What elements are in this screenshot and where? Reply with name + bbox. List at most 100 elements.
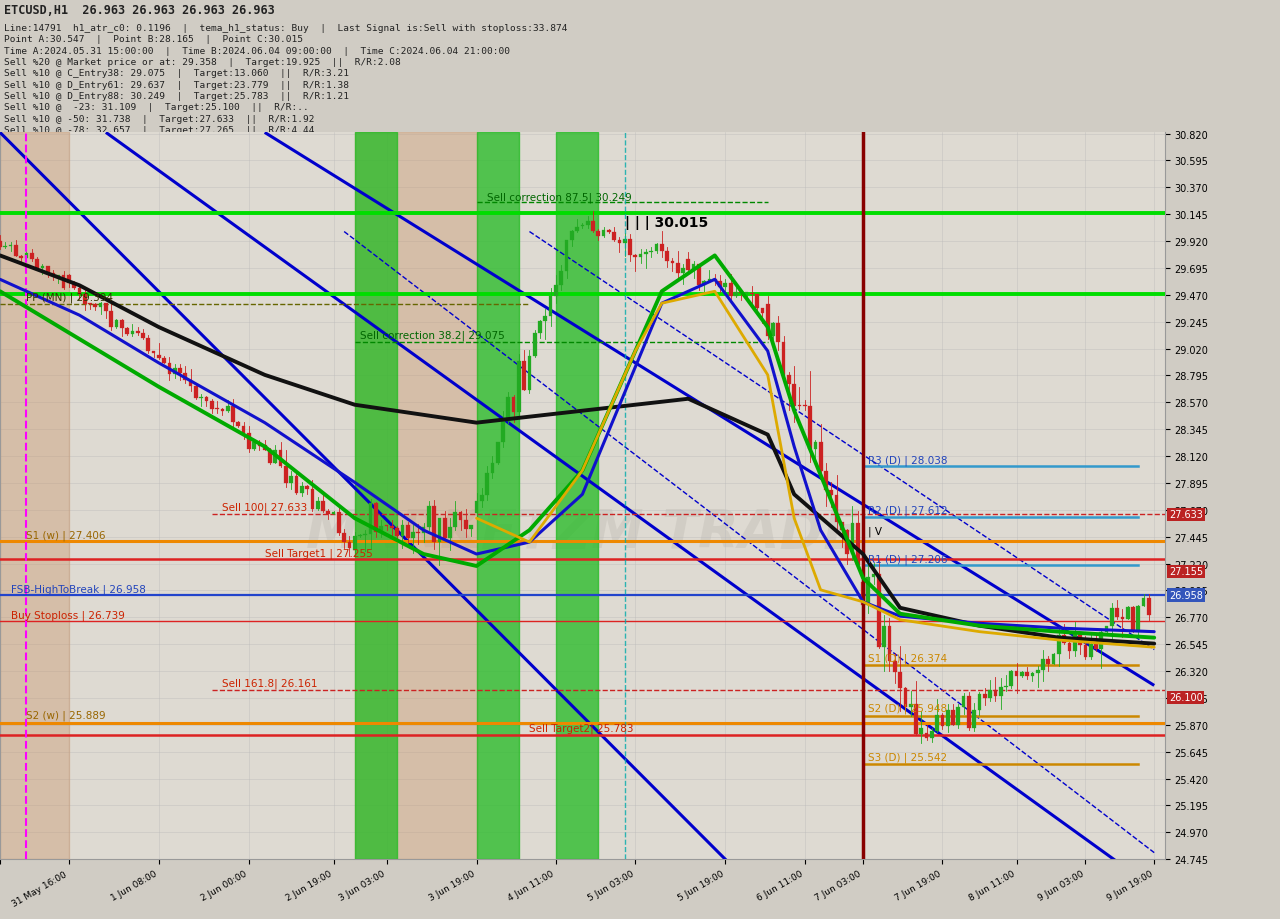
Bar: [358, 536, 362, 537]
Bar: [406, 526, 410, 538]
Bar: [1089, 645, 1093, 657]
Bar: [829, 490, 833, 495]
Bar: [559, 271, 563, 285]
Bar: [512, 397, 516, 413]
Bar: [421, 528, 425, 533]
Bar: [861, 582, 865, 605]
Bar: [983, 695, 987, 698]
Bar: [792, 384, 796, 406]
Bar: [1147, 598, 1151, 616]
Text: 27.155: 27.155: [1169, 567, 1203, 577]
Bar: [411, 532, 415, 538]
Bar: [237, 422, 241, 426]
Bar: [532, 334, 536, 357]
Bar: [522, 361, 526, 391]
Bar: [369, 504, 372, 535]
Bar: [1036, 670, 1039, 674]
Text: Sell %10 @ D_Entry88: 30.249  |  Target:25.783  ||  R/R:1.21: Sell %10 @ D_Entry88: 30.249 | Target:25…: [4, 92, 348, 101]
Text: Point A:30.547  |  Point B:28.165  |  Point C:30.015: Point A:30.547 | Point B:28.165 | Point …: [4, 35, 302, 44]
Bar: [163, 358, 166, 364]
Bar: [1078, 634, 1082, 645]
Text: Sell correction 87.5| 30.249: Sell correction 87.5| 30.249: [488, 192, 632, 202]
Text: Buy Stoploss | 26.739: Buy Stoploss | 26.739: [10, 609, 124, 620]
Bar: [570, 232, 573, 241]
Bar: [814, 442, 817, 449]
Bar: [698, 265, 700, 285]
Bar: [321, 502, 325, 512]
Bar: [1047, 660, 1050, 664]
Bar: [654, 244, 658, 251]
Bar: [300, 486, 303, 494]
Text: Sell %10 @ -50: 31.738  |  Target:27.633  ||  R/R:1.92: Sell %10 @ -50: 31.738 | Target:27.633 |…: [4, 115, 314, 123]
Text: S1 (w) | 27.406: S1 (w) | 27.406: [27, 529, 106, 540]
Bar: [914, 705, 918, 734]
Text: S1 (D) | 26.374: S1 (D) | 26.374: [868, 652, 947, 664]
Bar: [819, 442, 823, 471]
Bar: [899, 673, 902, 688]
Bar: [448, 527, 452, 539]
Bar: [591, 221, 595, 233]
Bar: [326, 512, 330, 514]
Bar: [131, 332, 134, 335]
Text: Target 161: 23.265  |  Target 261: 23.779  |  Target 423: 19.925  |  Target 685:: Target 161: 23.265 | Target 261: 23.779 …: [4, 137, 504, 146]
Bar: [141, 334, 145, 338]
Bar: [1020, 673, 1024, 676]
Bar: [9, 245, 13, 247]
Bar: [1084, 645, 1087, 657]
Bar: [1025, 673, 1029, 676]
Bar: [607, 231, 611, 233]
Bar: [262, 446, 266, 450]
Bar: [210, 402, 214, 409]
Bar: [355, 133, 476, 859]
Bar: [691, 265, 695, 271]
Bar: [173, 369, 177, 375]
Bar: [390, 527, 394, 528]
Bar: [581, 225, 584, 227]
Text: FSB-HighToBreak | 26.958: FSB-HighToBreak | 26.958: [10, 584, 146, 594]
Bar: [284, 466, 288, 483]
Bar: [1126, 607, 1129, 619]
Text: 26.958: 26.958: [1169, 590, 1203, 600]
Bar: [332, 512, 335, 514]
Bar: [946, 710, 950, 726]
Bar: [242, 426, 246, 433]
Bar: [735, 293, 737, 296]
Bar: [973, 710, 977, 728]
Bar: [475, 502, 479, 514]
Bar: [316, 502, 320, 509]
Bar: [1132, 607, 1135, 631]
Bar: [998, 686, 1002, 696]
Text: | | | 30.015: | | | 30.015: [625, 215, 708, 230]
Bar: [294, 476, 298, 494]
Bar: [507, 397, 511, 422]
Bar: [544, 316, 547, 322]
Bar: [1115, 608, 1119, 618]
Bar: [728, 283, 732, 296]
Bar: [993, 690, 997, 696]
Text: 27.633: 27.633: [1169, 510, 1203, 519]
Bar: [305, 486, 308, 489]
Bar: [602, 231, 605, 236]
Bar: [740, 292, 744, 293]
Bar: [882, 626, 886, 647]
Bar: [78, 289, 81, 294]
Bar: [385, 526, 388, 527]
Bar: [99, 304, 102, 308]
Bar: [120, 321, 124, 328]
Bar: [760, 309, 764, 313]
Bar: [851, 524, 854, 554]
Bar: [168, 364, 172, 375]
Bar: [765, 305, 769, 337]
Bar: [36, 260, 38, 268]
Bar: [750, 293, 754, 295]
Bar: [1137, 607, 1140, 631]
Bar: [941, 715, 945, 726]
Text: MARKETZΜ TRADE: MARKETZΜ TRADE: [306, 506, 859, 558]
Bar: [771, 323, 774, 337]
Bar: [909, 705, 913, 707]
Bar: [115, 321, 118, 327]
Bar: [978, 695, 982, 710]
Bar: [14, 245, 18, 256]
Bar: [988, 690, 992, 698]
Text: R1 (D) | 27.206: R1 (D) | 27.206: [868, 553, 947, 564]
